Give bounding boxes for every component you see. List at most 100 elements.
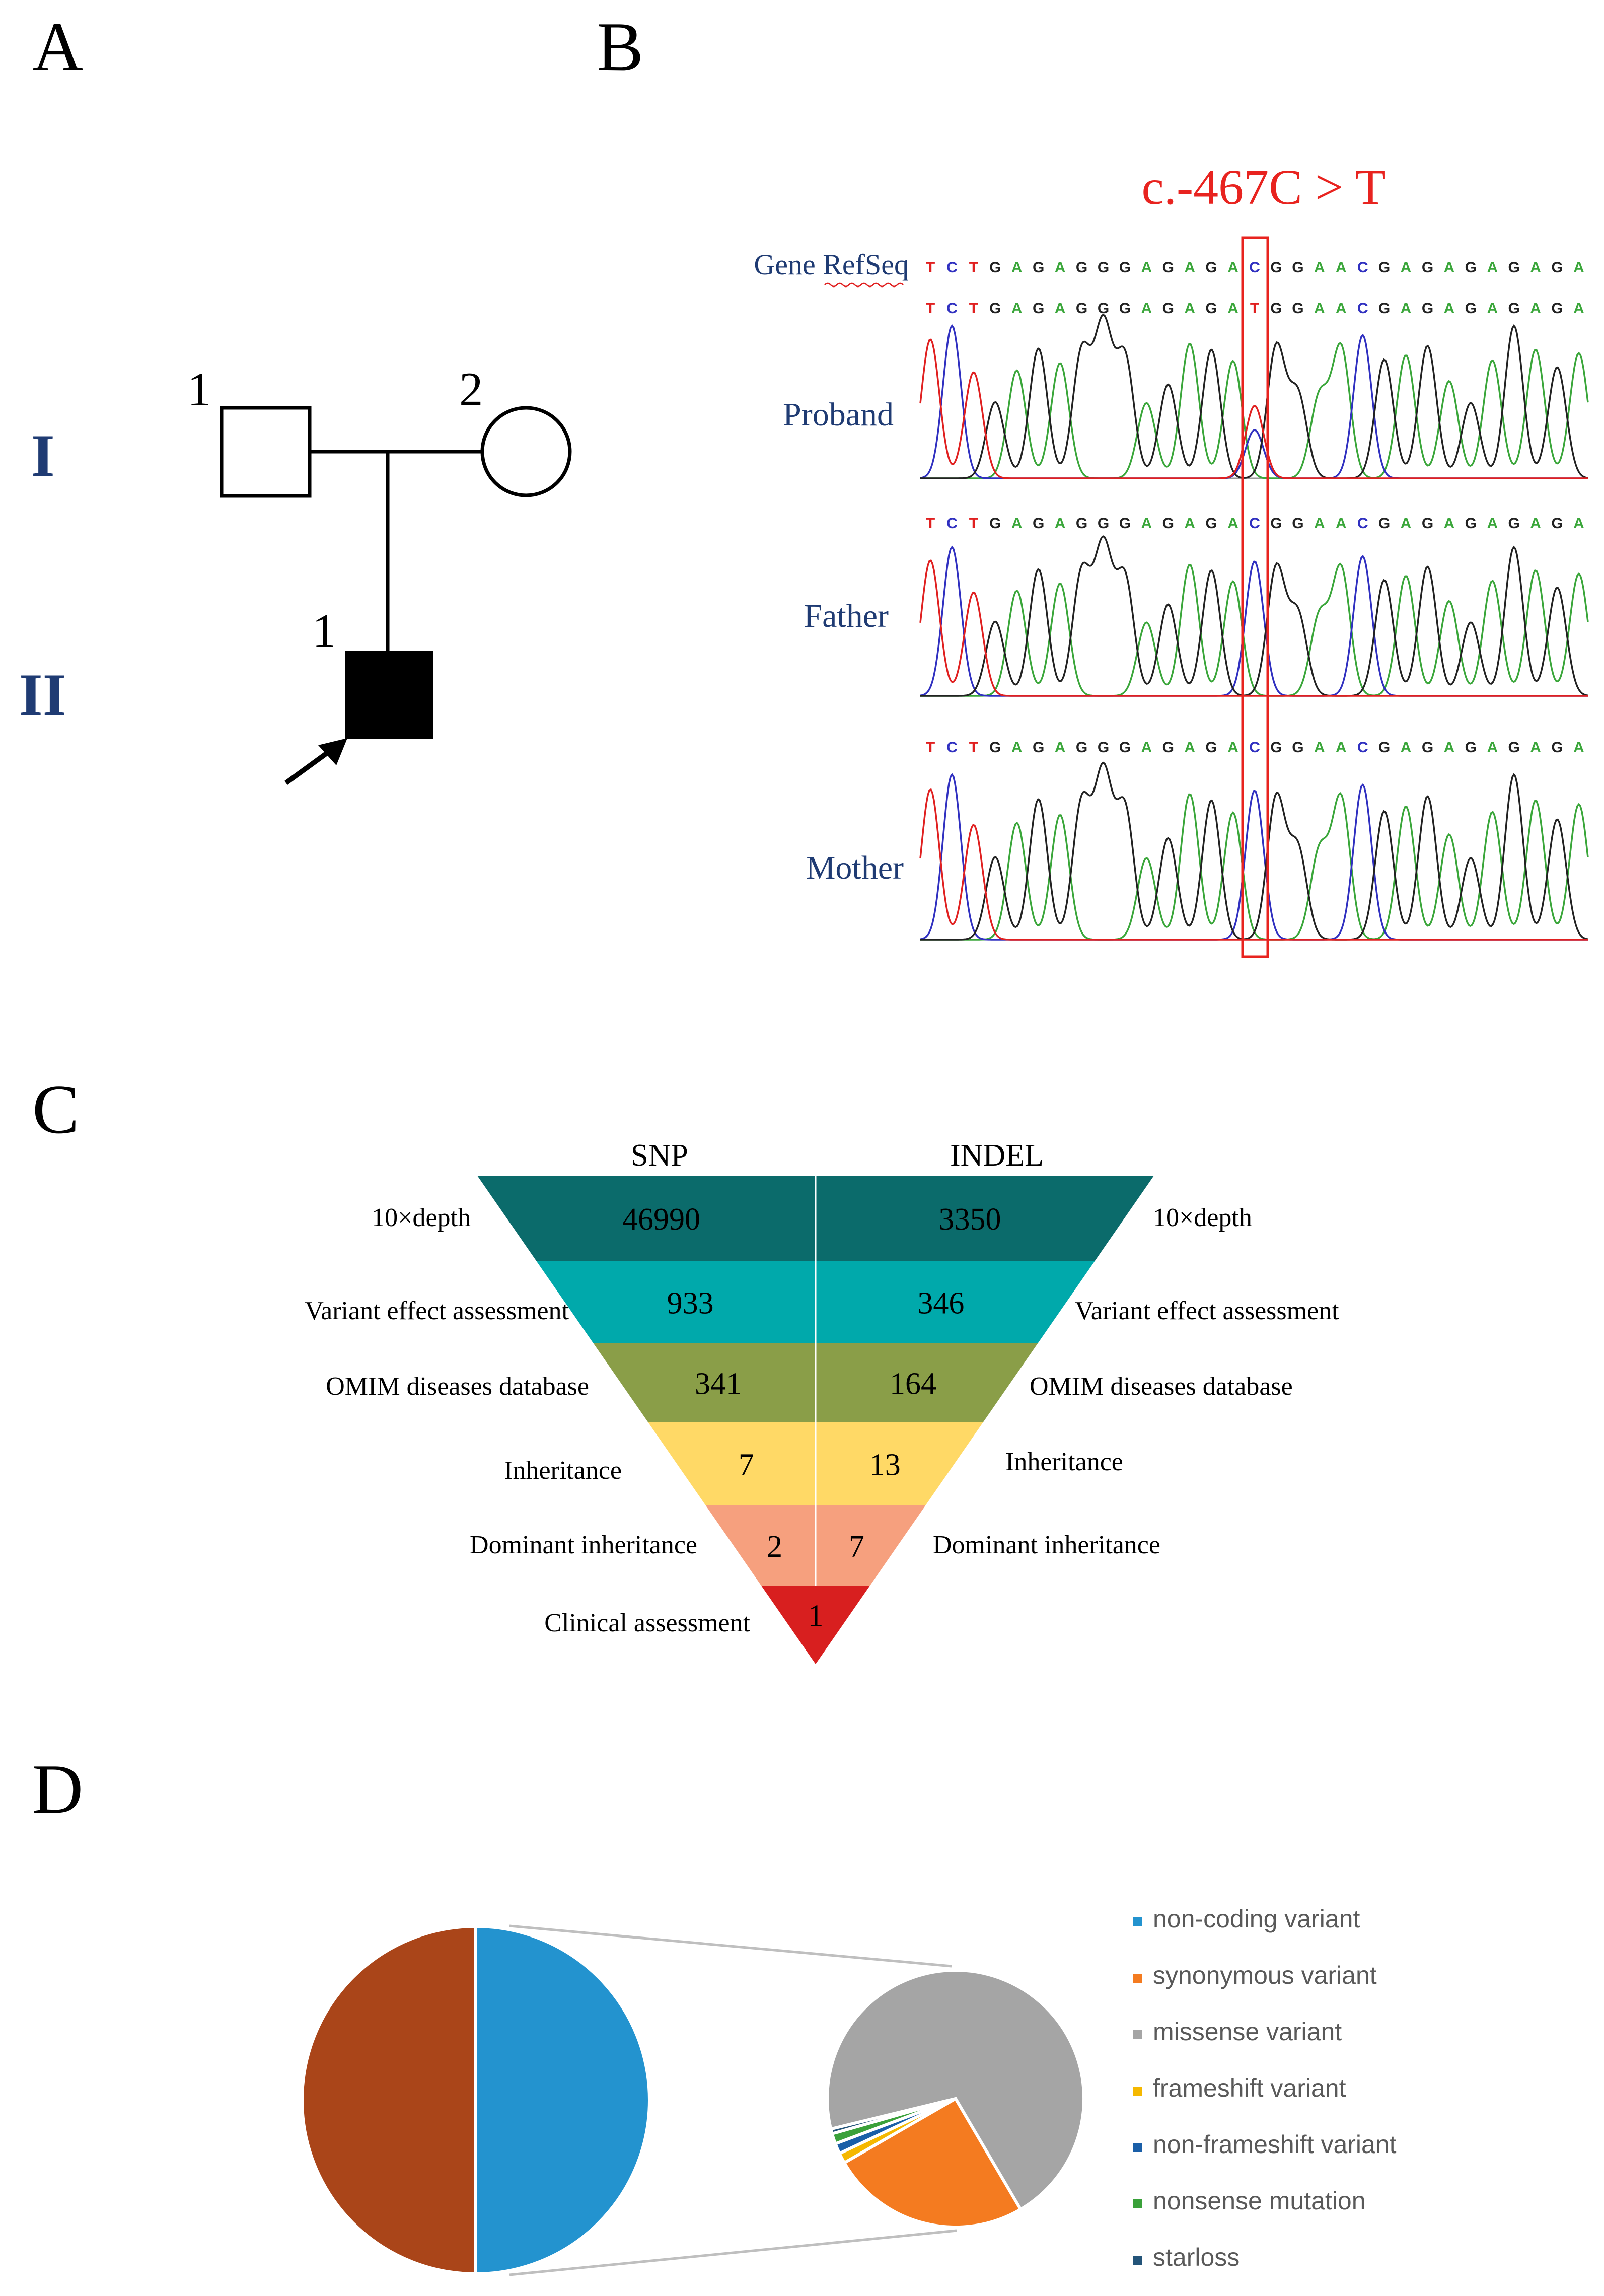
base-letter: G xyxy=(1119,515,1131,532)
base-letter: G xyxy=(1162,739,1174,756)
base-letter: G xyxy=(1076,515,1087,532)
base-letter: G xyxy=(1098,515,1109,532)
base-letter: A xyxy=(1401,739,1412,756)
base-letter: T xyxy=(926,739,935,756)
funnel-label-right: Inheritance xyxy=(1005,1448,1123,1476)
base-letter: T xyxy=(969,259,978,276)
sample-label-father: Father xyxy=(804,598,889,634)
proband-arrow-icon xyxy=(318,738,347,765)
funnel-value-snp: 341 xyxy=(695,1367,742,1401)
base-letter: A xyxy=(1487,300,1498,317)
funnel-label-left: Inheritance xyxy=(504,1456,622,1485)
funnel-value-combined: 1 xyxy=(808,1599,824,1633)
base-letter: G xyxy=(1098,739,1109,756)
base-letter: G xyxy=(1378,739,1390,756)
panel-label-d: D xyxy=(32,1750,83,1828)
panel-label-a: A xyxy=(32,8,83,86)
base-letter: G xyxy=(1119,739,1131,756)
proband-number: 1 xyxy=(312,604,336,658)
base-letter: C xyxy=(1249,515,1260,532)
legend-label: frameshift variant xyxy=(1153,2074,1346,2102)
funnel-value-indel: 164 xyxy=(890,1367,936,1401)
filter-funnel: SNP INDEL 46990 3350 10×depth 10×depth 933 34… xyxy=(305,1138,1339,1664)
base-letter: G xyxy=(1205,515,1217,532)
base-letter: G xyxy=(989,259,1001,276)
base-letter: A xyxy=(1055,515,1066,532)
base-letter: G xyxy=(1098,300,1109,317)
base-letter: G xyxy=(1292,259,1303,276)
base-letter: G xyxy=(1033,739,1044,756)
main-pie xyxy=(301,1924,651,2276)
base-letter: G xyxy=(989,739,1001,756)
proband-arrow-shaft xyxy=(284,747,334,785)
pie-slice-non-coding-variant xyxy=(474,1924,651,2276)
base-letter: G xyxy=(1270,300,1282,317)
pie-slice-starloss xyxy=(829,2097,956,2136)
base-letter: A xyxy=(1336,259,1347,276)
base-letter: G xyxy=(1098,259,1109,276)
base-letter: G xyxy=(1378,300,1390,317)
base-letter: C xyxy=(1357,259,1368,276)
base-letter: G xyxy=(1422,300,1433,317)
base-letter: A xyxy=(1314,739,1325,756)
base-letter: G xyxy=(1270,259,1282,276)
legend-swatch xyxy=(1133,1974,1142,1983)
base-letter: G xyxy=(1292,515,1303,532)
funnel-label-right: Dominant inheritance xyxy=(933,1531,1160,1559)
base-letter: A xyxy=(1314,300,1325,317)
base-letter: A xyxy=(1444,259,1455,276)
base-letter: G xyxy=(1378,259,1390,276)
base-letter: G xyxy=(1076,259,1087,276)
base-letter: A xyxy=(1055,300,1066,317)
base-letter: G xyxy=(1119,300,1131,317)
base-letter: A xyxy=(1487,739,1498,756)
base-letter: T xyxy=(926,259,935,276)
sample-label-proband: Proband xyxy=(783,396,894,433)
trace-t xyxy=(919,788,1588,941)
legend-swatch xyxy=(1133,2087,1142,2096)
funnel-label-right: OMIM diseases database xyxy=(1030,1372,1293,1401)
base-letter: A xyxy=(1184,259,1195,276)
legend-label: missense variant xyxy=(1153,2018,1342,2046)
trace-t xyxy=(919,559,1588,697)
generation-label-i: I xyxy=(31,422,55,489)
base-letter: C xyxy=(1357,515,1368,532)
base-letter: G xyxy=(989,515,1001,532)
base-letter: A xyxy=(1401,515,1412,532)
base-letter: A xyxy=(1141,739,1152,756)
base-letter: C xyxy=(946,259,958,276)
mother-number: 2 xyxy=(459,363,483,416)
legend-label: non-coding variant xyxy=(1153,1905,1360,1933)
funnel-col-snp: SNP xyxy=(631,1138,688,1173)
funnel-value-snp: 2 xyxy=(767,1530,782,1564)
base-letter: A xyxy=(1401,259,1412,276)
base-letter: A xyxy=(1444,300,1455,317)
connector-bottom xyxy=(509,2229,957,2276)
pie-slice-coding-variants-expanded- xyxy=(301,1924,477,2276)
base-letter: A xyxy=(1184,300,1195,317)
base-letter: T xyxy=(1250,300,1259,317)
legend-label: nonsense mutation xyxy=(1153,2187,1366,2215)
base-letter: A xyxy=(1227,515,1238,532)
base-letter: G xyxy=(1508,739,1520,756)
base-letter: G xyxy=(989,300,1001,317)
base-letter: A xyxy=(1573,259,1584,276)
base-letter: G xyxy=(1162,259,1174,276)
base-letter: G xyxy=(1422,259,1433,276)
base-letter: A xyxy=(1227,300,1238,317)
base-letter: A xyxy=(1401,300,1412,317)
base-letter: A xyxy=(1530,515,1541,532)
base-letter: C xyxy=(1357,300,1368,317)
pie-slice-synonymous-variant xyxy=(842,2096,1023,2229)
base-letter: A xyxy=(1573,515,1584,532)
base-letter: A xyxy=(1055,739,1066,756)
base-letter: G xyxy=(1292,739,1303,756)
base-letter: A xyxy=(1141,259,1152,276)
base-letter: A xyxy=(1011,739,1023,756)
base-letter: T xyxy=(969,739,978,756)
mutation-label: c.-467C > T xyxy=(1141,159,1386,215)
pie-slice-missense-variant xyxy=(826,1969,1086,2212)
funnel-value-indel: 7 xyxy=(849,1530,864,1564)
base-letter: C xyxy=(1249,259,1260,276)
